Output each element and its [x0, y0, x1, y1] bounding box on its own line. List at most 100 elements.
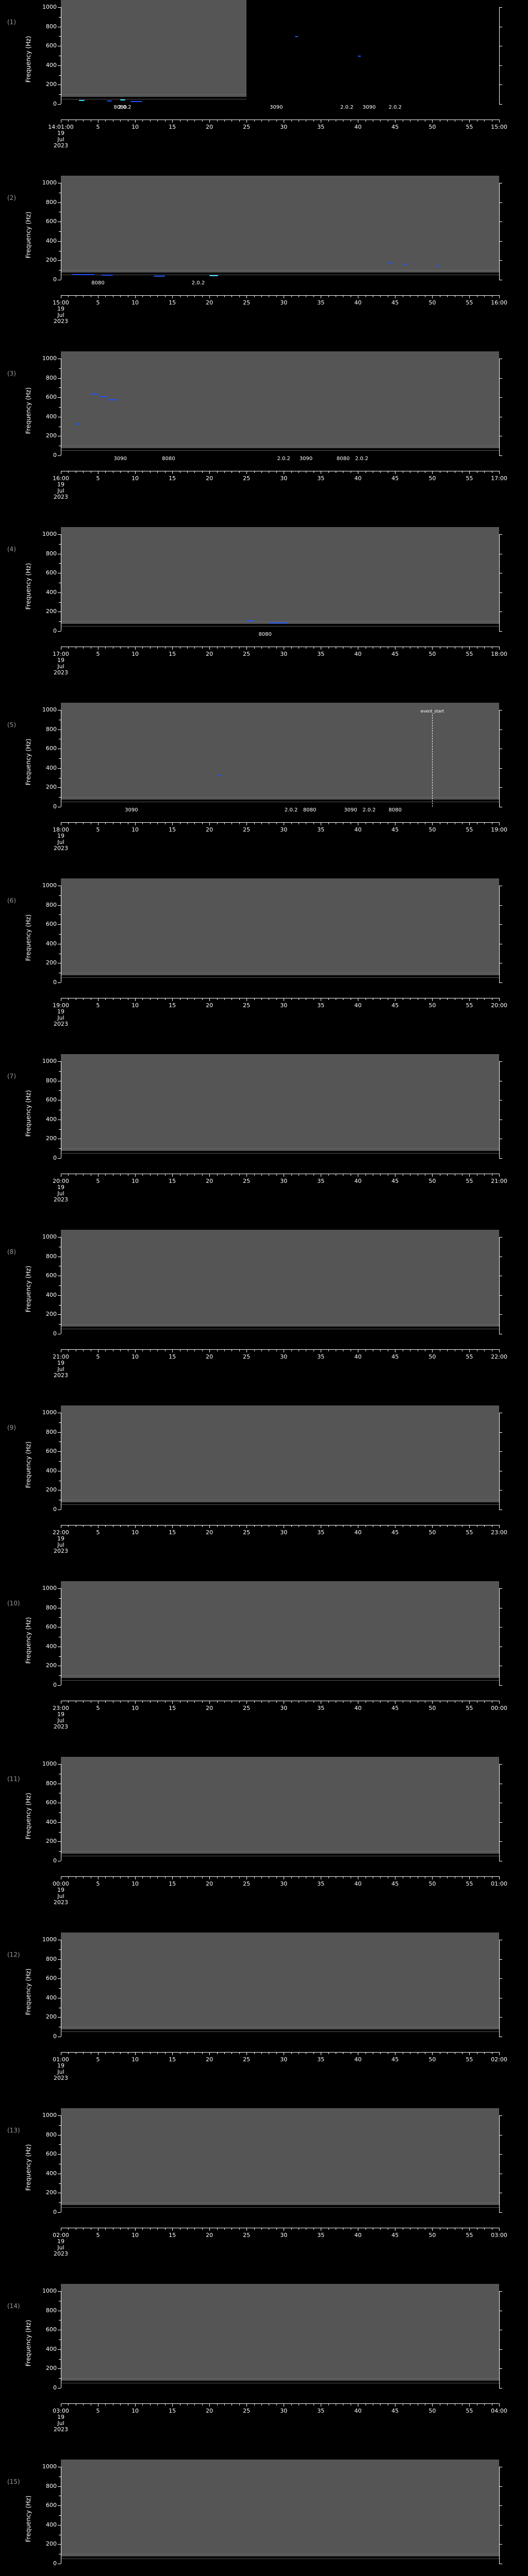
y-tick	[58, 982, 61, 983]
x-tick-minor	[261, 120, 262, 122]
x-axis-start-label: 01:00 19 Jul 2023	[53, 2057, 69, 2081]
x-tick	[432, 1701, 433, 1704]
y-tick	[58, 1822, 61, 1823]
x-tick-minor	[68, 1701, 69, 1703]
y-tick	[58, 1158, 61, 1159]
x-tick	[135, 120, 136, 123]
y-tick	[58, 1978, 61, 1979]
y-tick-label: 0	[53, 1682, 57, 1688]
y-tick-minor	[59, 36, 61, 37]
x-tick	[246, 120, 248, 123]
detection-label: 3090	[270, 105, 283, 110]
x-tick	[135, 295, 136, 298]
x-tick-minor	[276, 295, 277, 297]
x-tick-minor	[239, 1701, 240, 1703]
y-tick-right	[499, 1588, 502, 1589]
x-tick	[499, 295, 500, 298]
x-tick-label: 40	[354, 1178, 362, 1184]
x-axis-start-label-line: 19	[57, 2238, 64, 2245]
y-tick-label: 1000	[42, 1058, 57, 1064]
x-tick-label: 40	[354, 826, 362, 833]
y-tick-minor	[59, 2515, 61, 2516]
x-tick-minor	[261, 471, 262, 473]
x-tick	[209, 2403, 210, 2406]
y-axis-line-right	[499, 2467, 500, 2564]
y-tick	[58, 378, 61, 379]
x-tick-minor	[187, 1349, 188, 1351]
spectrogram-panel: (14) Frequency (Hz) 0 200 400 600 800 1000 03:00…	[0, 2284, 528, 2460]
x-tick-minor	[68, 2403, 69, 2405]
x-tick-minor	[380, 1876, 381, 1878]
spectrogram-image	[61, 703, 499, 800]
x-tick-minor	[291, 471, 292, 473]
y-tick-right	[499, 1061, 502, 1062]
x-axis-start-label-line: 2023	[53, 2426, 68, 2433]
y-axis-line-right	[499, 710, 500, 807]
detection-mark	[78, 100, 85, 101]
x-tick	[172, 822, 173, 825]
x-axis-end-label: 22:00	[491, 1353, 507, 1360]
y-tick-label: 200	[46, 2365, 57, 2372]
y-tick	[58, 2544, 61, 2545]
x-tick	[246, 1349, 248, 1352]
y-tick-right	[499, 260, 502, 261]
spectrogram-image	[61, 527, 499, 624]
x-tick-minor	[239, 1876, 240, 1878]
x-axis-start-label-line: 03:00	[53, 2408, 69, 2414]
x-axis-start-label: 23:00 19 Jul 2023	[53, 1705, 69, 1730]
x-axis-start-label-line: 19:00	[53, 1002, 69, 1009]
x-tick	[172, 1701, 173, 1704]
x-tick-minor	[120, 2403, 121, 2405]
y-tick-label: 800	[46, 198, 57, 206]
y-tick-right	[499, 84, 502, 86]
y-tick-minor	[59, 797, 61, 798]
y-tick-label: 400	[46, 61, 57, 69]
y-tick-minor	[59, 368, 61, 369]
x-tick-minor	[239, 2403, 240, 2405]
x-tick-minor	[224, 2228, 225, 2230]
x-tick-label: 10	[131, 2056, 139, 2063]
x-tick-label: 40	[354, 475, 362, 482]
panel-index-label: (2)	[7, 194, 16, 201]
x-tick-minor	[202, 471, 203, 473]
x-tick-minor	[83, 2228, 84, 2230]
x-tick-minor	[447, 647, 448, 649]
y-tick-right	[499, 1451, 502, 1452]
x-tick-minor	[291, 1876, 292, 1878]
x-tick-label: 55	[466, 651, 473, 657]
x-tick-minor	[217, 1174, 218, 1176]
spectrogram-panel: (2) Frequency (Hz) 0 200 400 600 800 1000 15:00 1…	[0, 176, 528, 351]
x-tick-minor	[380, 647, 381, 649]
x-tick-minor	[276, 120, 277, 122]
x-axis-start-label: 20:00 19 Jul 2023	[53, 1178, 69, 1203]
x-tick-minor	[276, 471, 277, 473]
x-tick-minor	[68, 1349, 69, 1351]
x-axis-line	[61, 822, 499, 823]
x-axis-start-label-line: 18:00	[53, 826, 69, 833]
x-tick-label: 10	[131, 475, 139, 482]
x-tick-minor	[380, 1701, 381, 1703]
x-axis-line	[61, 2052, 499, 2053]
x-tick-minor	[120, 2052, 121, 2054]
x-tick-minor	[224, 471, 225, 473]
x-tick	[209, 1876, 210, 1879]
x-axis-start-label-line: 2023	[53, 1021, 68, 1027]
y-tick-label: 0	[53, 276, 57, 283]
x-tick-label: 25	[243, 475, 251, 482]
x-tick-minor	[380, 1525, 381, 1527]
x-tick-label: 10	[131, 826, 139, 833]
x-tick-label: 5	[96, 475, 100, 482]
y-tick-minor	[59, 1148, 61, 1149]
spectrogram-band	[61, 977, 499, 978]
spectrogram-image	[61, 2108, 499, 2205]
y-tick-right	[499, 1627, 502, 1628]
x-tick-minor	[83, 1876, 84, 1878]
y-tick	[58, 534, 61, 535]
y-tick	[58, 1295, 61, 1296]
x-tick-label: 55	[466, 1178, 473, 1184]
x-tick-minor	[291, 1349, 292, 1351]
y-tick-minor	[59, 2359, 61, 2360]
x-tick-minor	[120, 998, 121, 1000]
x-tick	[246, 647, 248, 650]
spectrogram-band	[61, 1504, 499, 1505]
